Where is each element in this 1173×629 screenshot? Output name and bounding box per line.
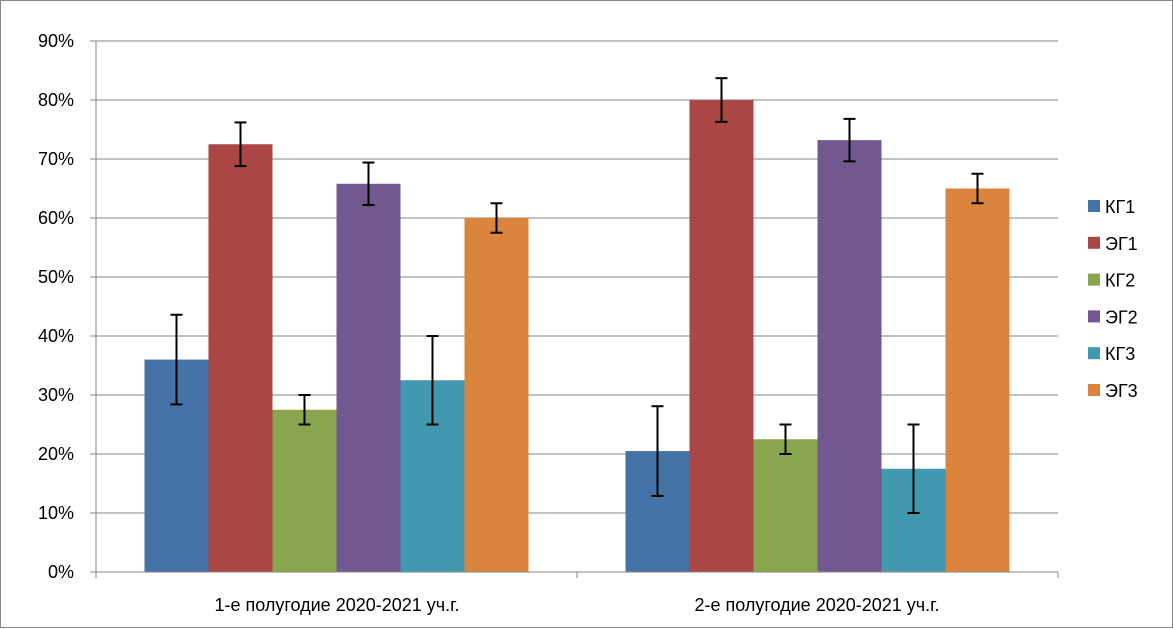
category-label-1: 1-е полугодие 2020-2021 уч.г. bbox=[214, 595, 459, 615]
y-tick-label: 50% bbox=[38, 267, 74, 287]
y-tick-label: 80% bbox=[38, 90, 74, 110]
legend-swatch-КГ3 bbox=[1088, 347, 1100, 360]
category-label-2: 2-е полугодие 2020-2021 уч.г. bbox=[694, 595, 939, 615]
bar-КГ2-1 bbox=[272, 409, 337, 572]
legend: КГ1 ЭГ1 КГ2 ЭГ2 КГ3 ЭГ3 bbox=[1088, 197, 1138, 401]
bars bbox=[144, 100, 1010, 572]
legend-label-ЭГ3: ЭГ3 bbox=[1105, 381, 1138, 401]
y-tick-label: 20% bbox=[38, 444, 74, 464]
legend-swatch-ЭГ3 bbox=[1088, 384, 1100, 396]
legend-label-ЭГ1: ЭГ1 bbox=[1105, 234, 1138, 254]
legend-label-КГ2: КГ2 bbox=[1105, 271, 1135, 291]
y-tick-label: 70% bbox=[38, 149, 74, 169]
y-tick-label: 10% bbox=[38, 503, 74, 523]
y-tick-label: 0% bbox=[48, 562, 74, 582]
y-tick-label: 40% bbox=[38, 326, 74, 346]
error-bars bbox=[170, 77, 984, 514]
bar-ЭГ1-1 bbox=[208, 144, 273, 572]
bar-КГ2-2 bbox=[753, 439, 818, 572]
legend-swatch-ЭГ2 bbox=[1088, 310, 1100, 323]
bar-ЭГ3-1 bbox=[464, 218, 529, 572]
legend-label-КГ1: КГ1 bbox=[1105, 197, 1135, 217]
y-tick-label: 60% bbox=[38, 208, 74, 228]
legend-swatch-ЭГ1 bbox=[1088, 236, 1100, 249]
bar-ЭГ2-2 bbox=[817, 140, 882, 572]
bar-ЭГ1-2 bbox=[689, 100, 754, 572]
bar-ЭГ2-1 bbox=[336, 183, 401, 572]
legend-label-ЭГ2: ЭГ2 bbox=[1105, 307, 1138, 327]
legend-swatch-КГ1 bbox=[1088, 200, 1100, 212]
y-tick-label: 90% bbox=[38, 31, 74, 51]
legend-label-КГ3: КГ3 bbox=[1105, 344, 1135, 364]
axes bbox=[95, 41, 1059, 578]
category-labels: 1-е полугодие 2020-2021 уч.г. 2-е полуго… bbox=[214, 595, 939, 615]
y-tick-labels: 0% 10% 20% 30% 40% 50% 60% 70% 80% 90% bbox=[38, 31, 74, 582]
legend-swatch-КГ2 bbox=[1088, 273, 1100, 286]
bar-ЭГ3-2 bbox=[945, 188, 1010, 572]
y-tick-label: 30% bbox=[38, 385, 74, 405]
